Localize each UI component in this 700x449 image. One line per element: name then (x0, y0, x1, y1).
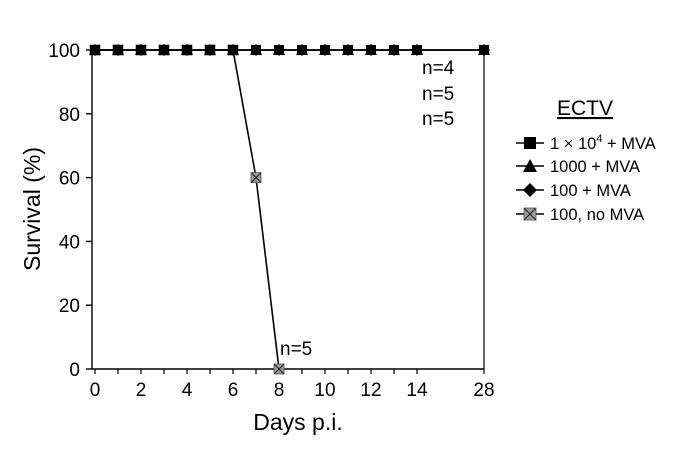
data-point-series-0 (274, 45, 284, 55)
y-tick-label: 0 (69, 360, 80, 381)
x-tick-label: 2 (136, 380, 147, 401)
data-point-series-0 (182, 45, 192, 55)
legend-swatch-marker (523, 207, 537, 221)
data-point-series-0 (136, 45, 146, 55)
series-markers (89, 44, 490, 375)
x-tick-label: 6 (228, 380, 239, 401)
data-point-series-0 (228, 45, 238, 55)
x-tick-label: 28 (473, 380, 494, 401)
x-axis-title: Days p.i. (253, 409, 342, 435)
legend-swatch-marker (523, 183, 537, 197)
legend-item: 100, no MVA (516, 206, 644, 224)
y-tick-label: 40 (59, 232, 80, 253)
legend-swatch-marker (524, 137, 536, 149)
data-point-series-0 (479, 45, 489, 55)
n-label-100-no-mva: n=5 (280, 339, 312, 360)
x-tick-label: 12 (360, 380, 381, 401)
y-ticks: 0 20 40 60 80 100 (48, 41, 92, 381)
legend-label: 100 + MVA (550, 182, 631, 200)
legend-label: 1 × 104 + MVA (550, 133, 656, 153)
data-point-series-0 (159, 45, 169, 55)
y-tick-label: 20 (59, 296, 80, 317)
sample-size-labels: n=4 n=5 n=5 n=5 (280, 58, 455, 360)
series-line-3 (95, 49, 280, 370)
n-label-100-mva: n=5 (422, 109, 454, 130)
x-tick-label: 4 (182, 380, 193, 401)
data-point-series-0 (412, 45, 422, 55)
x-ticks: 0 2 4 6 8 10 12 14 28 (90, 369, 495, 401)
n-label-1e4-mva: n=4 (422, 58, 455, 79)
data-point-series-3 (250, 172, 262, 184)
y-axis-title: Survival (%) (19, 147, 45, 271)
data-point-series-3 (273, 363, 285, 375)
data-point-series-0 (113, 45, 123, 55)
n-label-1000-mva: n=5 (422, 84, 454, 105)
legend: ECTV 1 × 104 + MVA 1000 + MVA 100 + MVA 100… (516, 97, 656, 224)
data-point-series-0 (297, 45, 307, 55)
data-point-series-0 (251, 45, 261, 55)
legend-item: 100 + MVA (516, 182, 631, 200)
legend-items: 1 × 104 + MVA 1000 + MVA 100 + MVA 100, no … (516, 133, 656, 224)
legend-item: 1 × 104 + MVA (516, 133, 656, 153)
legend-item: 1000 + MVA (516, 158, 640, 176)
x-tick-label: 10 (314, 380, 335, 401)
y-tick-label: 100 (48, 41, 80, 62)
x-tick-label: 14 (406, 380, 428, 401)
data-point-series-0 (205, 45, 215, 55)
legend-title: ECTV (557, 97, 613, 120)
data-point-series-0 (389, 45, 399, 55)
x-tick-label: 0 (90, 380, 101, 401)
axes (91, 50, 485, 370)
y-tick-label: 60 (59, 169, 80, 190)
data-point-series-0 (366, 45, 376, 55)
x-tick-label: 8 (274, 380, 285, 401)
data-point-series-0 (90, 45, 100, 55)
data-point-series-0 (320, 45, 330, 55)
data-point-series-0 (343, 45, 353, 55)
y-tick-label: 80 (59, 105, 80, 126)
legend-label: 1000 + MVA (550, 158, 640, 176)
legend-swatch-marker (523, 159, 537, 172)
legend-label: 100, no MVA (550, 206, 644, 224)
